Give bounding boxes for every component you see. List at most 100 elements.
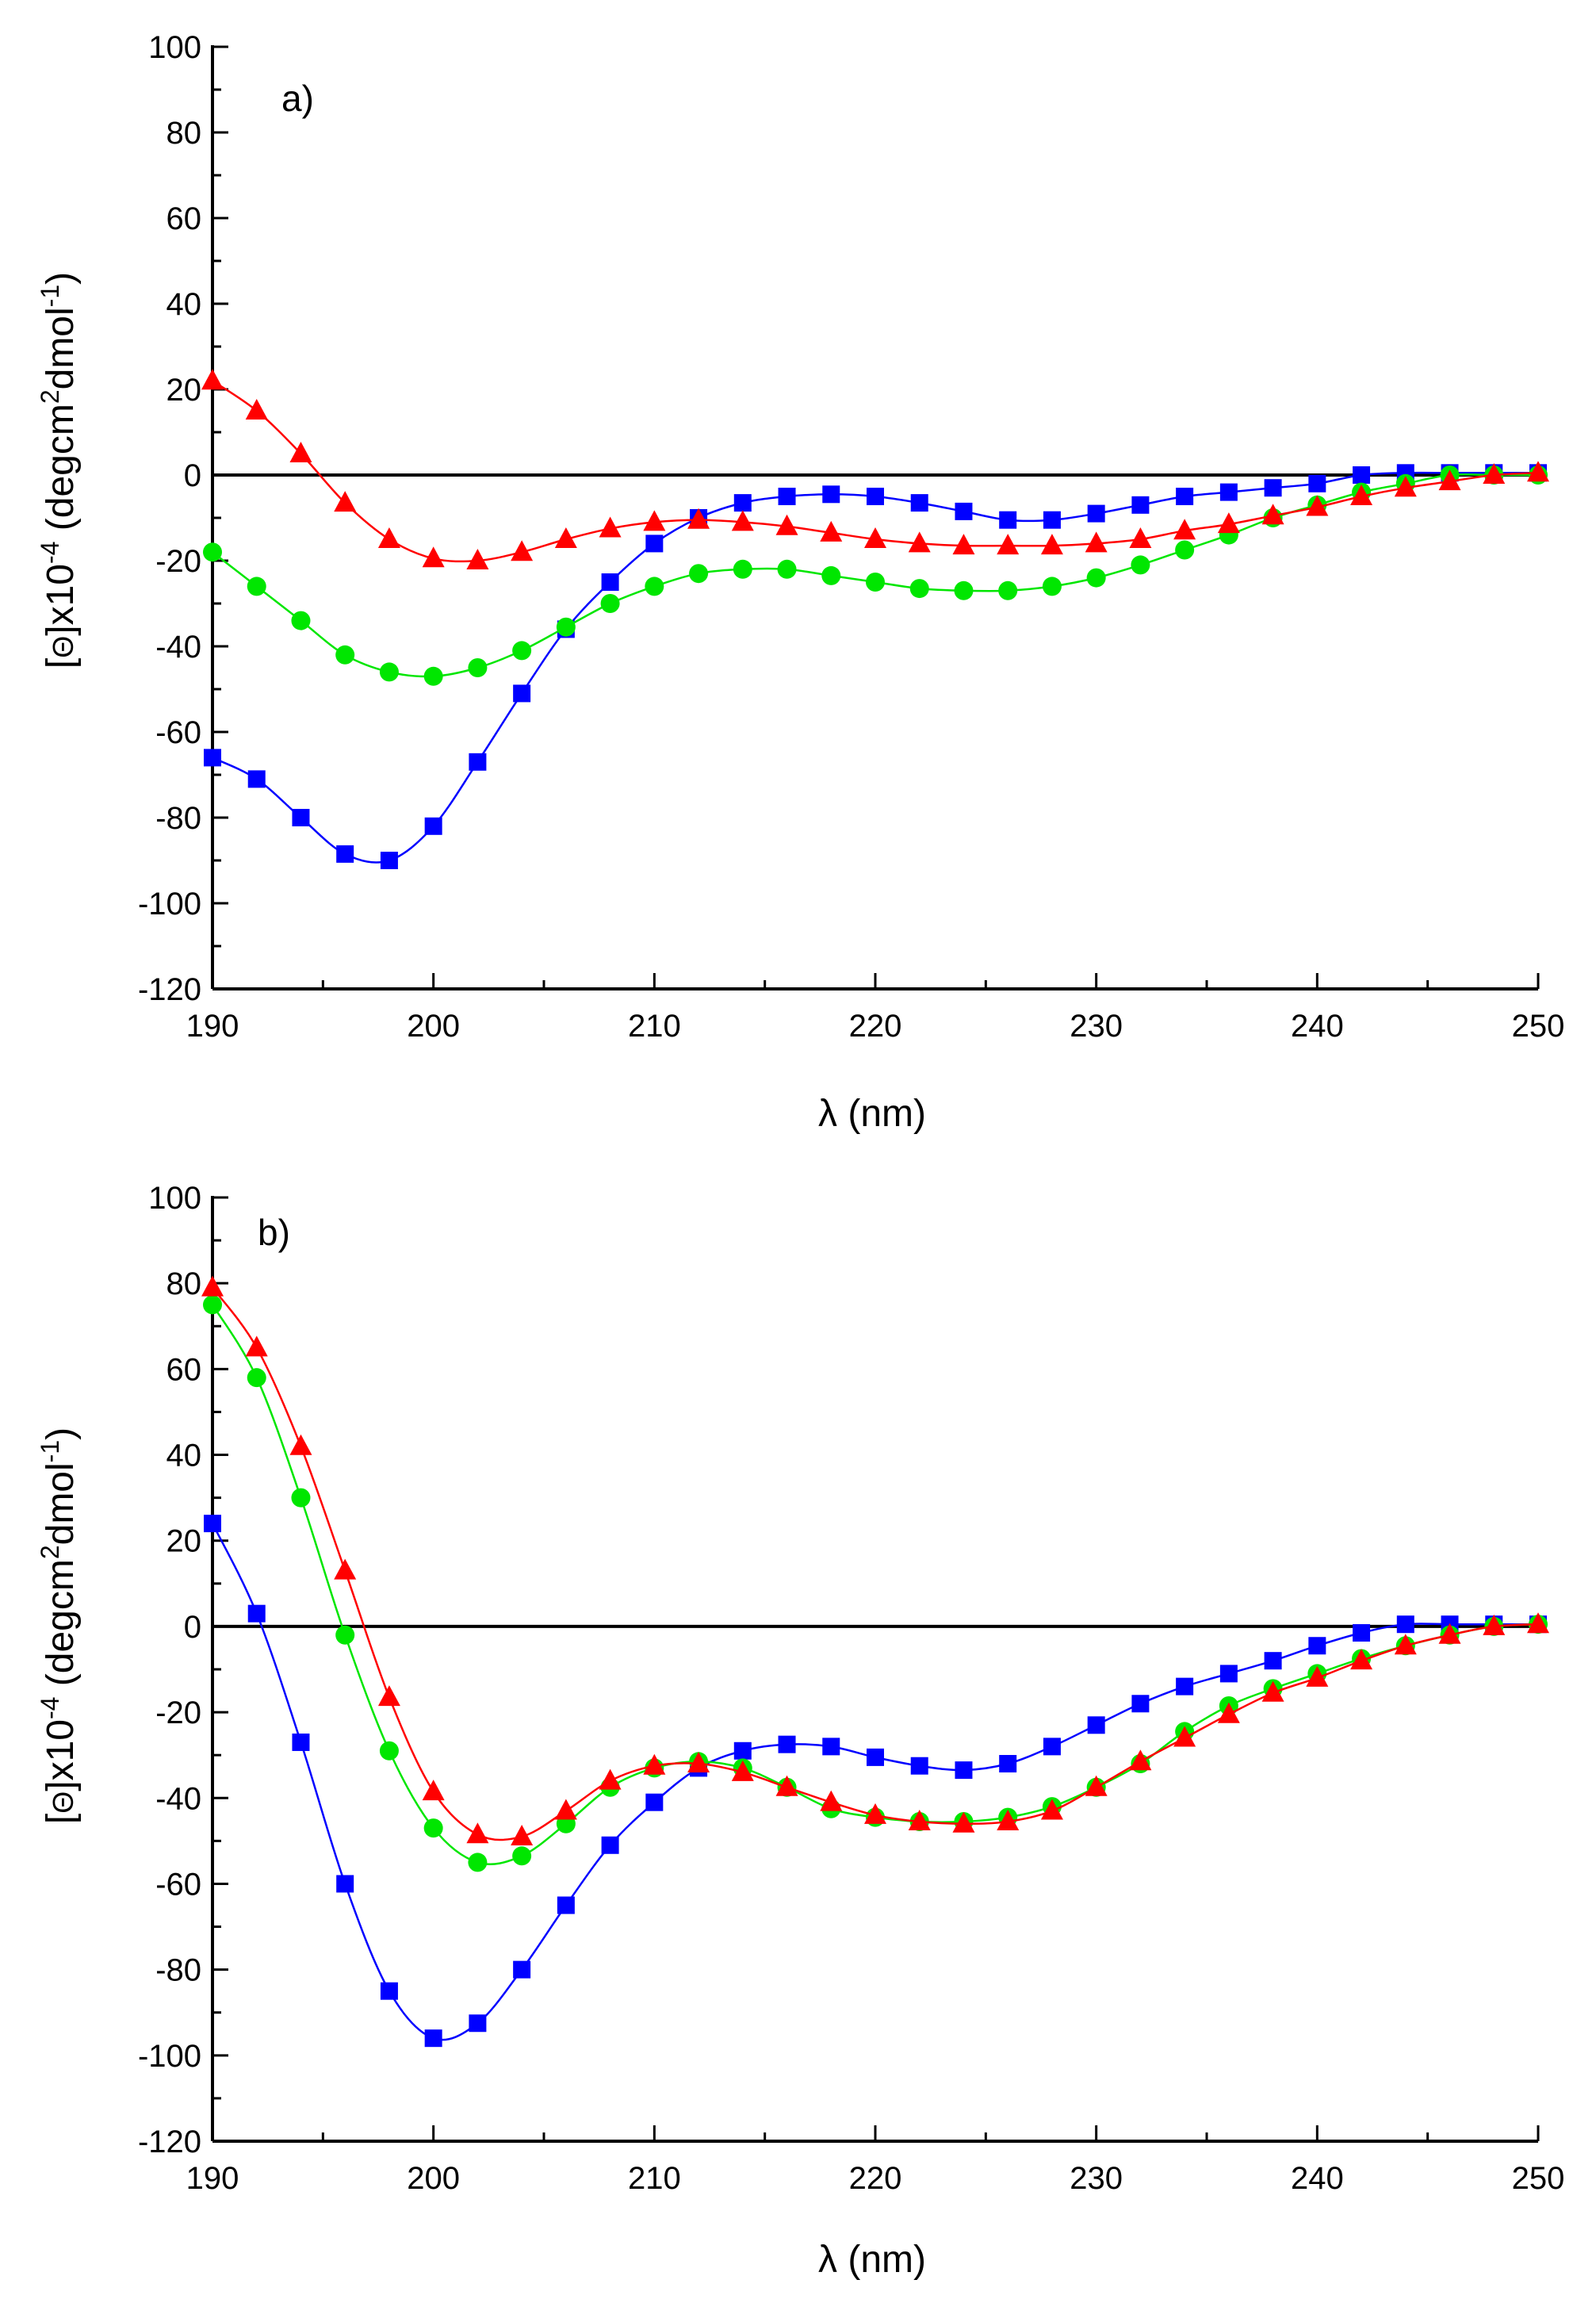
- chart-a-triangle-point: [1306, 495, 1329, 516]
- chart-a-square-point: [778, 488, 796, 505]
- chart-b-square-point: [778, 1735, 796, 1753]
- chart-a-triangle-point: [997, 534, 1020, 555]
- chart-b-x-tick-label: 250: [1512, 2161, 1565, 2196]
- chart-a-triangle-point: [1527, 461, 1549, 482]
- chart-b-triangle-point: [687, 1752, 710, 1772]
- chart-b-panel-label: b): [258, 1212, 290, 1253]
- chart-b-square-point: [867, 1748, 884, 1766]
- chart-a-x-tick-label: 240: [1291, 1009, 1344, 1044]
- chart-a-circle-point: [733, 559, 752, 579]
- chart-b-circle-point: [379, 1741, 399, 1761]
- chart-a-square-point: [292, 809, 310, 826]
- chart-b-square-point: [955, 1761, 973, 1780]
- chart-a-circle-point: [866, 573, 885, 592]
- chart-b-triangle-point: [377, 1685, 400, 1707]
- chart-b-y-axis-label: [Θ]x10-4 (degcm2dmol-1): [36, 1427, 82, 1824]
- chart-b-x-tick-label: 190: [186, 2161, 239, 2196]
- chart-a-square-point: [867, 488, 884, 505]
- chart-b-y-tick-label: 60: [166, 1352, 202, 1387]
- chart-a-y-tick-label: 20: [166, 373, 202, 408]
- chart-a-x-tick-label: 230: [1070, 1009, 1123, 1044]
- chart-a-square-point: [336, 845, 354, 863]
- chart-b-square-point: [1396, 1615, 1414, 1634]
- chart-a-triangle-point: [245, 399, 268, 420]
- chart-b-triangle-point: [820, 1790, 843, 1811]
- chart-a-y-tick-label: -80: [155, 801, 201, 836]
- chart-b-square-point: [733, 1741, 752, 1760]
- chart-a-y-tick-label: -20: [155, 544, 201, 579]
- chart-b-squares-line: [211, 1523, 1538, 2041]
- chart-b-circle-point: [203, 1295, 222, 1315]
- chart-a-circle-point: [645, 577, 664, 596]
- chart-a-y-tick-label: 60: [166, 201, 202, 236]
- chart-a-y-tick-label: -40: [155, 630, 201, 665]
- chart-a-circle-point: [335, 645, 355, 665]
- chart-b-x-tick-label: 220: [849, 2161, 902, 2196]
- chart-b-triangle-point: [908, 1810, 931, 1831]
- chart-a-square-point: [1176, 488, 1194, 505]
- chart-b-square-point: [513, 1960, 531, 1979]
- chart-b-square-point: [557, 1896, 575, 1914]
- chart-a-circle-point: [556, 617, 576, 637]
- chart-a-square-point: [1219, 483, 1238, 501]
- chart-b-x-tick-label: 240: [1291, 2161, 1344, 2196]
- chart-a-triangle-point: [1173, 519, 1196, 540]
- chart-a-square-point: [469, 753, 487, 771]
- chart-b-triangle-point: [864, 1803, 886, 1824]
- chart-a-square-point: [1264, 479, 1282, 497]
- chart-b-triangle-point: [422, 1780, 445, 1801]
- chart-a-circle-point: [1042, 577, 1062, 596]
- chart-a-triangle-point: [1085, 531, 1108, 553]
- chart-panel-a: -120 -100 -80 -60 -40 -20 0 20 40 60 80 100 190 200 21…: [36, 30, 1564, 1135]
- chart-b-triangle-point: [1394, 1634, 1417, 1655]
- chart-b-triangle-point: [466, 1822, 489, 1844]
- chart-a-triangle-point: [1394, 476, 1417, 497]
- chart-b-triangle-point: [775, 1775, 798, 1796]
- chart-b-triangle-point: [1085, 1775, 1108, 1796]
- chart-a-square-point: [822, 485, 840, 504]
- chart-a-square-point: [513, 684, 531, 703]
- chart-b-circle-point: [468, 1853, 488, 1872]
- chart-b-triangle-point: [731, 1760, 754, 1781]
- chart-a-circle-point: [600, 594, 620, 613]
- chart-b-y-tick-label: 80: [166, 1266, 202, 1301]
- chart-a-square-point: [380, 852, 398, 869]
- chart-b-square-point: [645, 1793, 664, 1811]
- chart-a-square-point: [1353, 466, 1371, 484]
- chart-b-triangle-point: [1306, 1665, 1329, 1687]
- chart-a-circle-point: [909, 579, 929, 599]
- chart-a-circle-point: [291, 611, 311, 630]
- chart-a-triangle-point: [1261, 504, 1284, 525]
- chart-a-panel-label: a): [281, 78, 314, 119]
- chart-a-square-point: [424, 817, 442, 835]
- chart-b-triangle-point: [1350, 1649, 1373, 1670]
- chart-a-square-point: [733, 494, 752, 512]
- chart-b-y-tick-label: -80: [155, 1953, 201, 1988]
- chart-a-triangle-point: [1040, 534, 1063, 555]
- chart-b-square-point: [380, 1982, 398, 2000]
- chart-b-circle-point: [423, 1818, 443, 1838]
- chart-a-triangle-point: [643, 510, 666, 531]
- chart-a-triangle-point: [554, 527, 577, 548]
- chart-a-circle-point: [247, 577, 266, 596]
- chart-a-circle-point: [1175, 540, 1195, 560]
- chart-a-square-point: [910, 494, 928, 512]
- chart-b-triangle-point: [1173, 1726, 1196, 1747]
- chart-b-triangle-point: [643, 1753, 666, 1775]
- chart-a-circle-point: [998, 580, 1018, 600]
- chart-a-triangle-point: [1438, 469, 1461, 491]
- chart-b-square-point: [1176, 1677, 1194, 1696]
- chart-b-y-tick-label: 40: [166, 1439, 202, 1473]
- chart-b-square-point: [204, 1515, 221, 1533]
- chart-b-square-point: [247, 1604, 266, 1623]
- chart-b-x-axis-label: λ (nm): [818, 2239, 926, 2281]
- chart-a-circle-point: [777, 559, 797, 579]
- chart-b-square-point: [1264, 1652, 1282, 1670]
- chart-a-square-point: [645, 535, 664, 553]
- chart-b-square-point: [910, 1757, 928, 1775]
- chart-a-y-tick-label: 40: [166, 287, 202, 322]
- chart-a-y-tick-label: -100: [138, 887, 201, 922]
- chart-b-circle-point: [512, 1846, 532, 1866]
- chart-b-y-tick-label: -100: [138, 2039, 201, 2074]
- chart-a-x-tick-label: 210: [628, 1009, 681, 1044]
